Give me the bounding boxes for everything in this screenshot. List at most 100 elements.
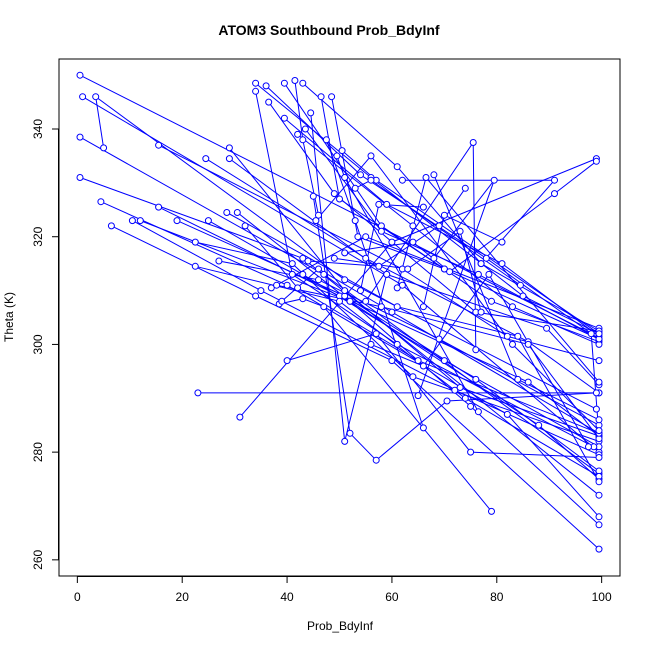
data-point: [485, 270, 493, 278]
data-point: [595, 427, 603, 435]
data-point: [595, 378, 603, 386]
data-point: [338, 147, 346, 155]
data-point: [383, 200, 391, 208]
series-line-21: [236, 212, 600, 526]
x-tick-label: 100: [592, 590, 612, 604]
data-point: [456, 227, 464, 235]
data-point: [341, 174, 349, 181]
data-point: [516, 281, 524, 289]
series-line-9: [158, 144, 600, 362]
data-point: [291, 77, 299, 84]
data-point: [375, 262, 383, 270]
data-point: [377, 303, 385, 311]
data-point: [383, 270, 391, 278]
data-point: [191, 238, 199, 246]
data-point: [299, 136, 307, 144]
data-point: [595, 521, 603, 529]
data-point: [351, 184, 359, 192]
data-point: [519, 292, 527, 300]
data-point: [595, 513, 603, 521]
data-point: [419, 424, 427, 432]
data-point: [76, 174, 84, 181]
data-point: [375, 200, 383, 208]
series-line-19: [229, 147, 600, 437]
data-point: [267, 284, 275, 292]
data-point: [393, 284, 401, 292]
data-point: [474, 408, 482, 416]
data-point: [514, 332, 522, 340]
data-point: [194, 389, 202, 397]
data-point: [585, 443, 592, 451]
data-point: [388, 308, 396, 316]
series-line-54: [334, 230, 482, 313]
data-point: [225, 155, 233, 163]
data-point: [283, 281, 291, 289]
data-point: [477, 308, 485, 316]
data-point: [477, 260, 485, 268]
data-point: [393, 303, 401, 311]
series-line-53: [307, 188, 466, 267]
data-point: [488, 507, 495, 515]
data-point: [409, 238, 417, 246]
data-point: [312, 217, 320, 225]
data-point: [488, 297, 495, 305]
data-point: [278, 297, 286, 305]
data-point: [322, 136, 330, 144]
y-tick-label: 340: [31, 119, 45, 139]
data-point: [128, 217, 136, 225]
data-point: [388, 357, 396, 365]
data-point: [107, 222, 115, 230]
data-point: [451, 386, 459, 394]
data-point: [307, 109, 315, 117]
data-point: [430, 254, 438, 262]
series-line-12: [195, 241, 600, 442]
data-point: [419, 362, 427, 370]
x-tick-label: 20: [176, 590, 190, 604]
data-point: [414, 357, 422, 365]
data-point: [288, 260, 296, 268]
data-point: [551, 190, 558, 198]
data-point: [294, 130, 302, 138]
series-line-25: [255, 91, 595, 448]
data-point: [362, 297, 370, 305]
y-axis-label: Theta (K): [2, 292, 16, 342]
series-line-27: [268, 101, 600, 332]
data-point: [503, 410, 511, 418]
x-axis-label: Prob_BdyInf: [307, 619, 374, 633]
data-point: [233, 209, 241, 216]
series-line-15: [205, 158, 600, 394]
data-point: [280, 79, 288, 87]
data-point: [215, 257, 223, 265]
data-point: [430, 171, 438, 179]
data-point: [551, 176, 558, 184]
data-point: [76, 133, 84, 141]
data-point: [524, 340, 532, 348]
data-point: [435, 222, 443, 230]
data-point: [341, 249, 349, 257]
data-point: [100, 144, 108, 152]
data-point: [336, 297, 343, 305]
data-point: [393, 163, 401, 171]
data-point: [467, 402, 475, 410]
data-point: [398, 176, 406, 184]
data-point: [367, 176, 375, 184]
data-point: [409, 373, 417, 381]
data-point: [76, 71, 84, 79]
series-line-30: [279, 298, 492, 512]
data-point: [273, 281, 281, 289]
data-point: [341, 276, 349, 284]
data-point: [592, 157, 600, 165]
data-point: [535, 421, 543, 429]
x-tick-label: 60: [385, 590, 399, 604]
data-point: [595, 478, 603, 486]
data-point: [503, 332, 511, 340]
data-point: [422, 174, 430, 181]
data-point: [354, 233, 362, 241]
data-point: [320, 303, 328, 311]
data-point: [372, 456, 380, 464]
series-line-16: [208, 220, 600, 448]
data-point: [173, 217, 181, 225]
data-point: [362, 254, 370, 262]
data-point: [357, 171, 364, 179]
